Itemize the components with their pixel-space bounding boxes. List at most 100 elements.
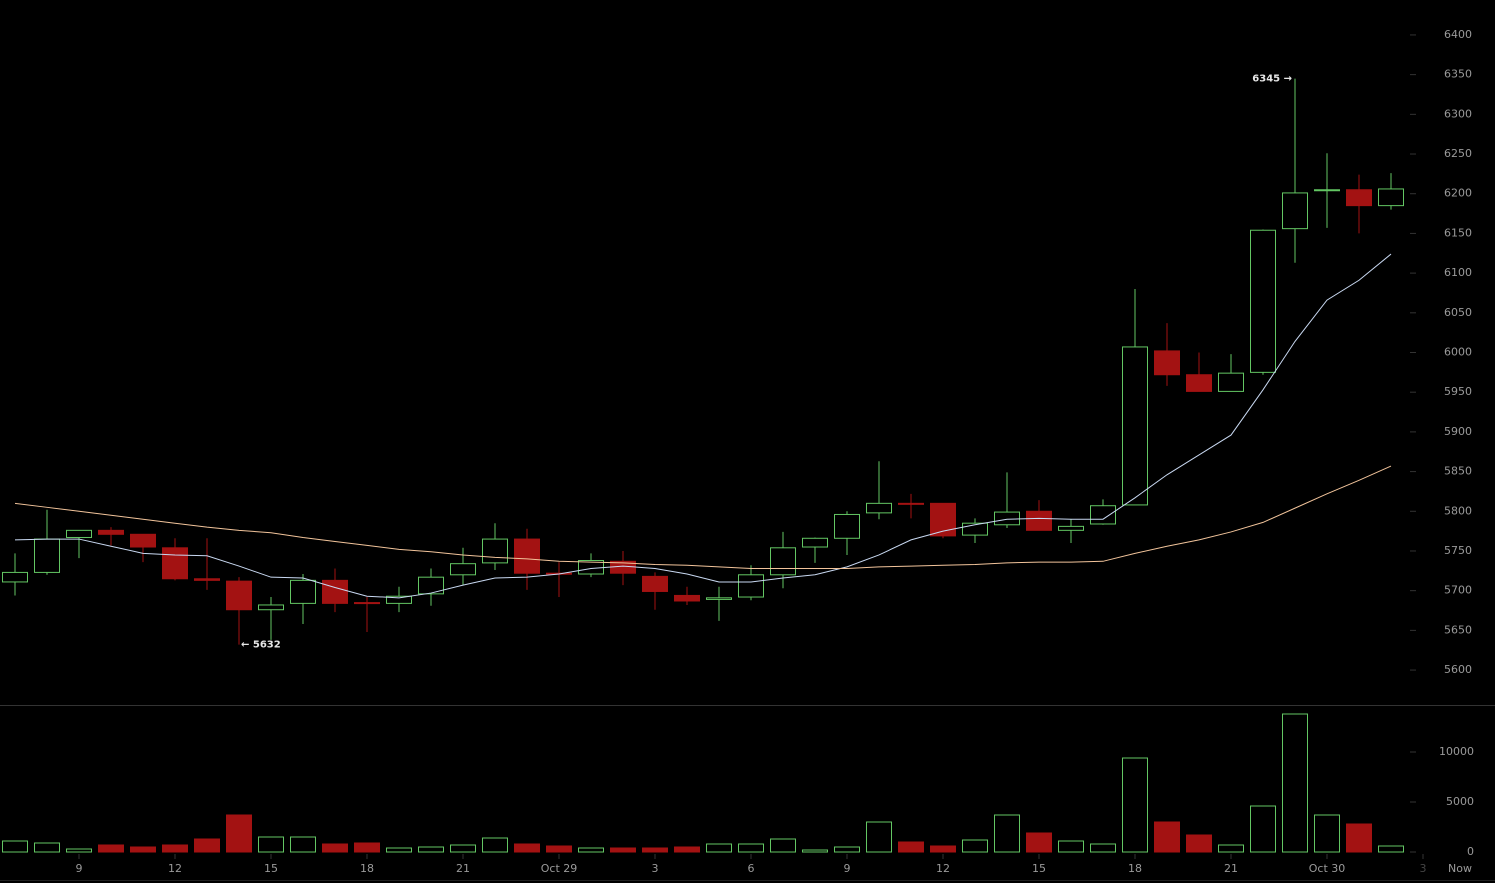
candle-body [290,579,316,604]
volume-bar [578,847,604,853]
volume-bar [770,838,796,853]
candle-body [802,537,828,548]
y-tick-label: 6000 [1444,346,1472,359]
volume-bar [2,840,28,853]
y-tick-label: 6250 [1444,147,1472,160]
x-tick-label: 18 [1128,862,1142,875]
volume-bar [450,844,476,853]
candle-body [1378,188,1404,207]
candle-body [1346,189,1372,207]
candle-body [482,538,508,564]
y-tick-label: 6400 [1444,28,1472,41]
candle-body [450,563,476,576]
y-tick-label: 6350 [1444,68,1472,81]
volume-bar [1122,757,1148,853]
volume-bar [738,843,764,853]
candle-body [194,578,220,581]
x-tick-label: 12 [168,862,182,875]
moving-average [14,253,1392,599]
low-annotation: ← 5632 [241,640,281,651]
now-label: Now [1448,862,1472,875]
volume-bar [1250,805,1276,853]
volume-bar [546,845,572,853]
candle-body [930,502,956,537]
volume-tick-label: 0 [1467,845,1474,858]
volume-bar [1218,844,1244,853]
volume-bar [258,836,284,853]
candle-body [994,511,1020,526]
volume-bar [1090,843,1116,853]
candle-body [1186,374,1212,392]
y-tick-label: 5600 [1444,663,1472,676]
candle-body [418,576,444,595]
volume-bar [1314,814,1340,853]
candle-body [130,533,156,548]
volume-bar [34,842,60,853]
volume-bar [162,844,188,853]
x-tick-label: 12 [936,862,950,875]
y-tick-label: 6050 [1444,306,1472,319]
candle-body [1058,525,1084,531]
x-tick-label: 3 [652,862,659,875]
x-tick-label: Oct 30 [1309,862,1346,875]
volume-bar [610,847,636,853]
high-annotation: 6345 → [1252,74,1292,85]
y-tick-label: 5950 [1444,385,1472,398]
volume-bar [1186,834,1212,853]
candle-body [770,547,796,576]
volume-bar [1026,832,1052,853]
volume-bar [642,847,668,853]
candle-body [1218,372,1244,392]
candle-body [34,538,60,573]
volume-bar [66,848,92,853]
x-tick-label: 21 [1224,862,1238,875]
candle-body [1282,192,1308,230]
y-tick-label: 6200 [1444,187,1472,200]
volume-bar [354,842,380,853]
candle-body [1090,505,1116,525]
volume-bar [802,849,828,853]
candle-body [962,522,988,536]
candle-body [322,579,348,604]
x-tick-label: 3 [1420,862,1427,875]
candle-body [226,580,252,611]
x-tick-label: 6 [748,862,755,875]
candle-body [66,529,92,538]
volume-bar [1378,845,1404,853]
volume-bar [1282,713,1308,853]
candle-body [834,513,860,539]
y-tick-label: 5800 [1444,504,1472,517]
y-tick-label: 5650 [1444,623,1472,636]
volume-bar [930,845,956,853]
volume-bar [866,821,892,853]
candle-body [674,594,700,602]
moving-average [14,465,1392,569]
candle-body [706,597,732,600]
x-tick-label: 15 [1032,862,1046,875]
volume-bar [322,843,348,853]
candle-body [162,547,188,580]
volume-bar [194,838,220,853]
x-tick-label: 21 [456,862,470,875]
y-tick-label: 5700 [1444,584,1472,597]
candle-body [866,502,892,514]
volume-bar [898,841,924,853]
candle-body [1314,189,1340,192]
volume-bar [1154,821,1180,853]
volume-bar [514,843,540,853]
volume-bar [226,814,252,853]
y-tick-label: 5900 [1444,425,1472,438]
candle-body [2,571,28,583]
x-tick-label: Oct 29 [541,862,578,875]
volume-bar [994,814,1020,853]
volume-bar [386,847,412,853]
candle-body [738,574,764,598]
volume-bar [98,844,124,853]
volume-bar [962,839,988,853]
candle-body [354,602,380,605]
x-tick-label: 9 [76,862,83,875]
volume-bar [706,843,732,853]
candle-body [1026,510,1052,531]
